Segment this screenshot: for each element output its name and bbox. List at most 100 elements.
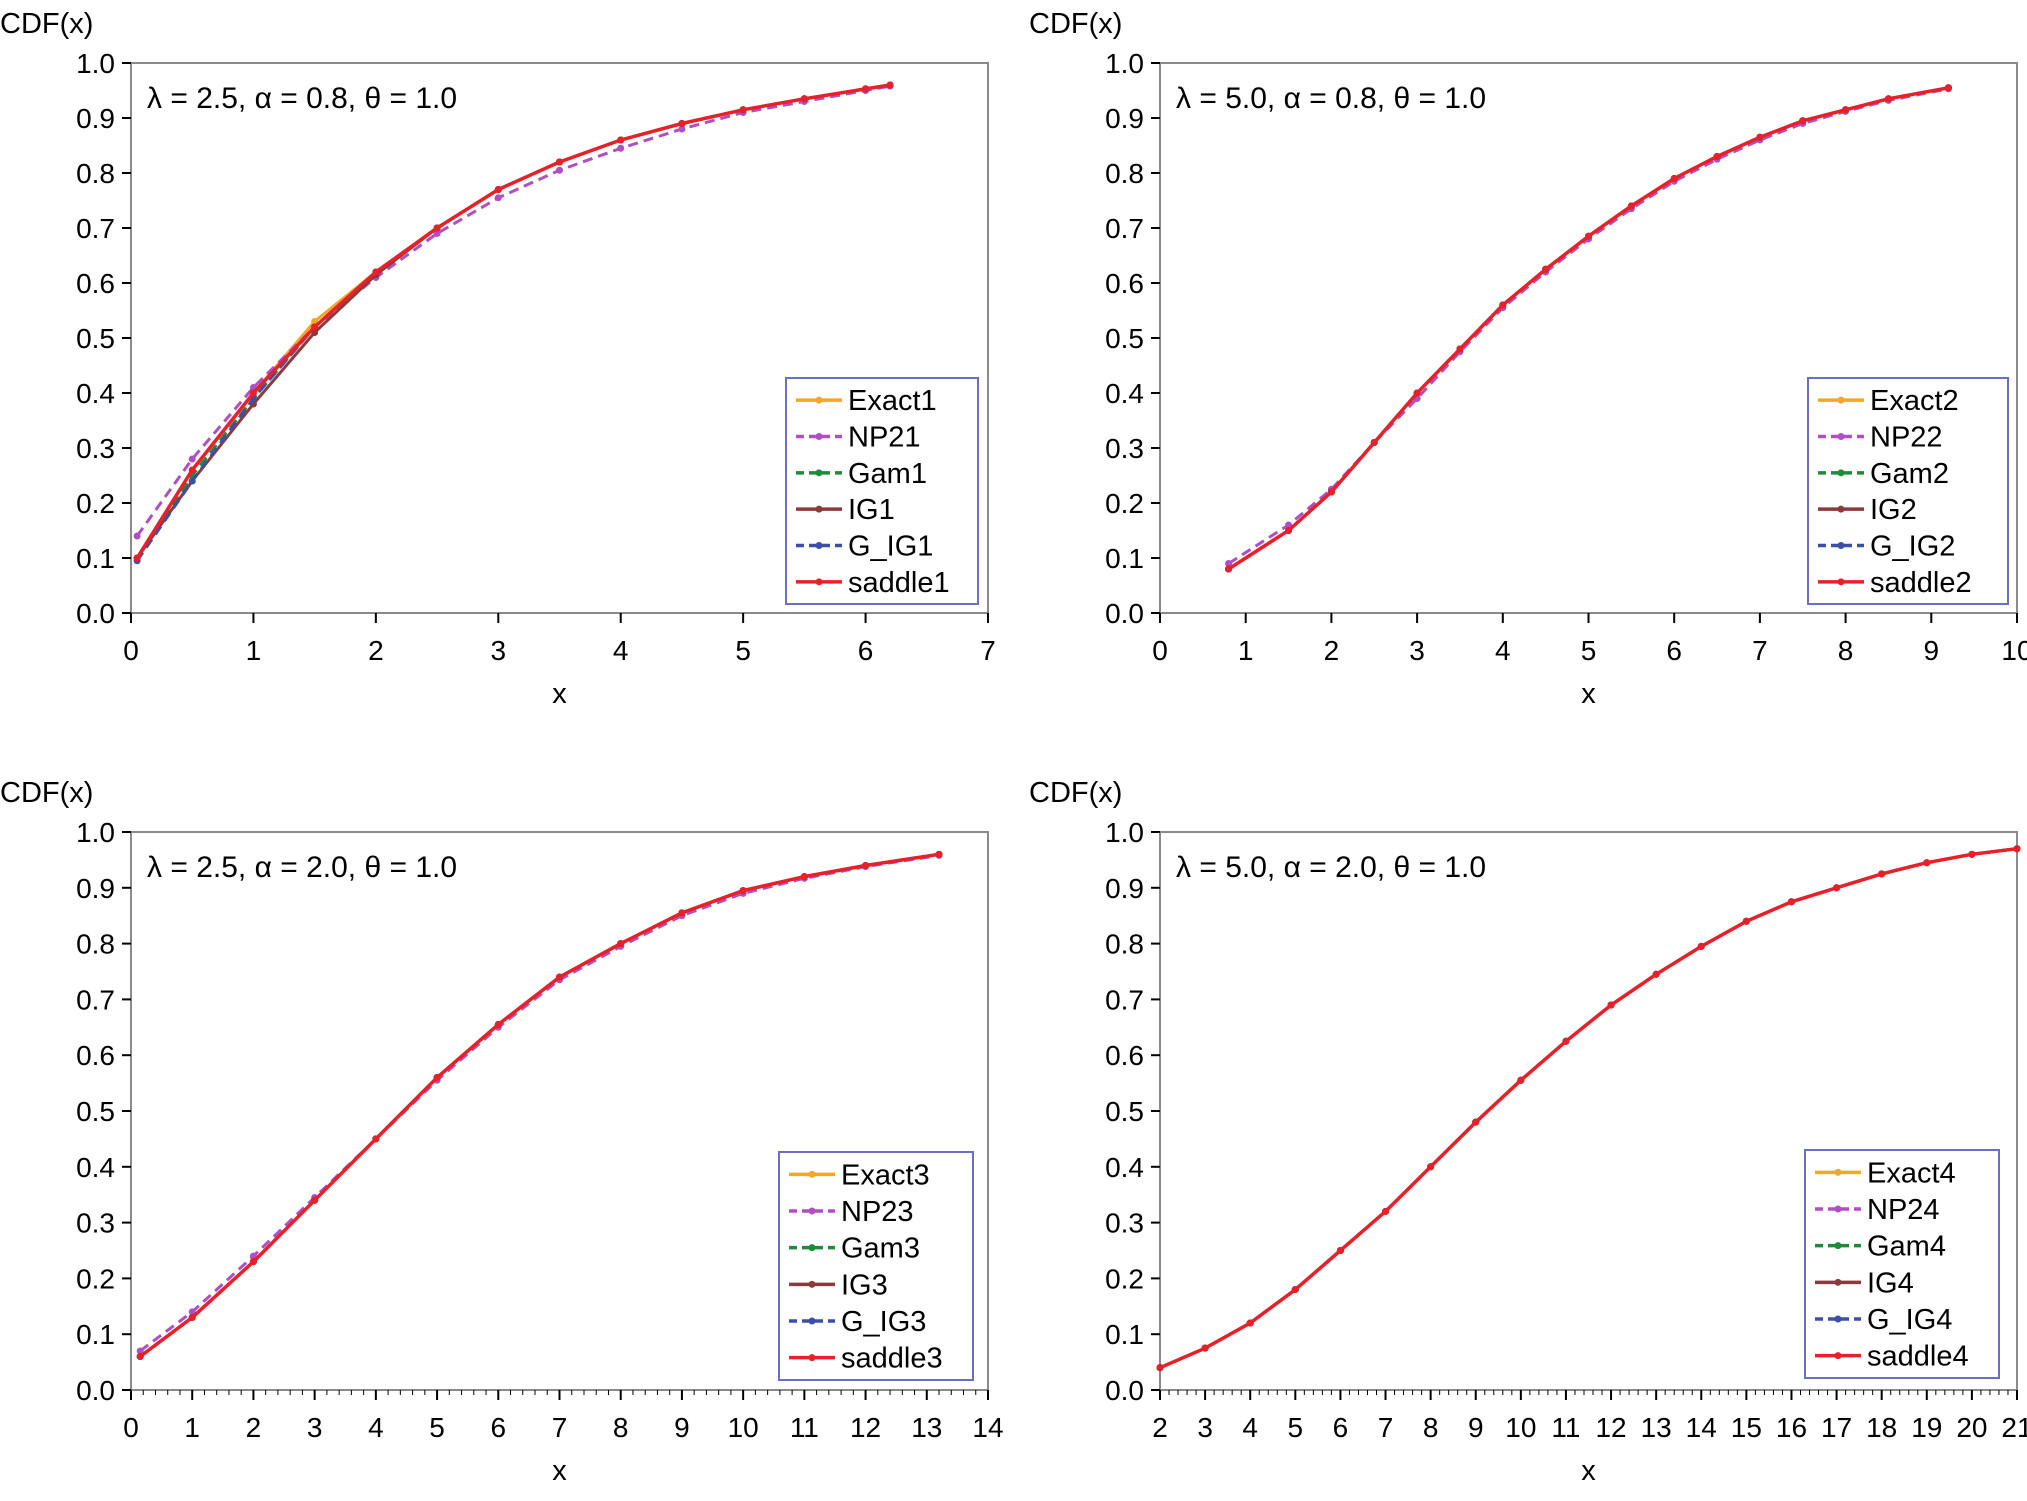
y-tick-label: 0.9 [1105, 103, 1144, 134]
legend-marker-NP22 [1837, 433, 1845, 440]
y-tick-label: 0.1 [1105, 543, 1144, 574]
data-point-saddle3 [136, 1353, 144, 1361]
x-tick-label: 4 [1495, 635, 1511, 666]
legend-marker-Exact2 [1837, 396, 1845, 404]
y-tick-label: 0.7 [76, 213, 115, 244]
data-point-saddle4 [1336, 1247, 1344, 1254]
data-point-saddle2 [1413, 389, 1421, 397]
data-point-saddle4 [1517, 1076, 1525, 1084]
legend-marker-G_IG2 [1837, 542, 1845, 549]
legend-label-IG1: IG1 [848, 494, 895, 526]
series-saddle3 [136, 850, 943, 1361]
legend-box [785, 377, 979, 605]
parameter-annotation: λ = 2.5, α = 2.0, θ = 1.0 [147, 851, 457, 884]
x-tick-label: 3 [1409, 635, 1425, 666]
x-tick-label: 0 [1152, 635, 1168, 666]
y-axis-title: CDF(x) [0, 8, 93, 40]
legend-marker-saddle4 [1834, 1352, 1842, 1360]
x-axis-title: x [1581, 1455, 1596, 1487]
data-point-saddle4 [1291, 1286, 1299, 1294]
legend-marker-saddle3 [808, 1354, 816, 1362]
y-tick-label: 0.5 [76, 323, 115, 354]
x-tick-label: 1 [1238, 635, 1254, 666]
data-point-saddle2 [1456, 345, 1464, 353]
x-tick-label: 1 [184, 1412, 200, 1443]
y-tick-label: 1.0 [1105, 817, 1144, 848]
y-tick-label: 0.0 [1105, 1375, 1144, 1406]
data-point-NP21 [433, 230, 441, 237]
legend-label-NP23: NP23 [841, 1196, 914, 1228]
x-tick-label: 12 [1595, 1412, 1626, 1443]
x-tick-label: 8 [1423, 1412, 1439, 1443]
data-point-saddle2 [1756, 133, 1764, 141]
chart-panel-2: 0.0 0.1 0.2 0.3 0.4 0.5 0.6 0.7 0.8 0.9 1.0 0 1 2 3 4 5 6… [1029, 8, 2027, 710]
y-tick-label: 0.5 [1105, 1096, 1144, 1127]
series-saddle1 [133, 81, 894, 562]
x-tick-label: 10 [728, 1412, 759, 1443]
x-tick-label: 6 [1333, 1412, 1349, 1443]
chart-panel-3: 0.00.10.20.30.40.50.60.70.80.91.00 1 2 3 4 5 6… [0, 777, 1004, 1487]
legend-label-Gam2: Gam2 [1870, 458, 1949, 490]
x-tick-label: 4 [368, 1412, 384, 1443]
legend-label-NP21: NP21 [848, 422, 921, 454]
x-tick-label: 0 [123, 635, 139, 666]
y-tick-label: 0.9 [1105, 873, 1144, 904]
data-point-saddle4 [1968, 850, 1976, 858]
data-point-saddle1 [617, 136, 625, 144]
legend: Exact1 NP21 Gam1 IG1 G_IG1 saddle1 [785, 377, 979, 605]
y-tick-label: 0.9 [76, 873, 115, 904]
x-tick-label: 6 [1666, 635, 1682, 666]
data-point-saddle1 [311, 323, 319, 331]
data-point-NP21 [556, 166, 563, 174]
data-point-saddle3 [800, 873, 808, 881]
data-point-saddle2 [1585, 232, 1592, 240]
y-tick-label: 1.0 [76, 817, 115, 848]
data-point-saddle3 [188, 1313, 196, 1321]
data-point-saddle4 [1742, 917, 1750, 925]
x-tick-label: 20 [1956, 1412, 1987, 1443]
legend-label-saddle3: saddle3 [841, 1343, 943, 1375]
legend-label-G_IG3: G_IG3 [841, 1306, 926, 1338]
legend-marker-Gam1 [815, 469, 823, 477]
legend-marker-G_IG3 [808, 1317, 816, 1325]
legend: Exact3 NP23 Gam3 IG3 G_IG3 saddle3 [778, 1151, 974, 1381]
x-tick-label: 13 [911, 1412, 942, 1443]
x-tick-label: 2 [246, 1412, 262, 1443]
legend-marker-Exact3 [808, 1170, 816, 1178]
data-point-saddle1 [886, 81, 894, 89]
legend-label-saddle2: saddle2 [1870, 567, 1972, 599]
data-point-saddle3 [311, 1196, 319, 1204]
x-tick-label: 5 [735, 635, 751, 666]
legend-marker-saddle2 [1837, 578, 1845, 586]
y-tick-label: 0.2 [76, 1263, 115, 1294]
data-point-saddle2 [1499, 301, 1507, 309]
x-tick-label: 1 [246, 635, 262, 666]
legend-marker-saddle1 [815, 578, 823, 586]
x-tick-label: 3 [1197, 1412, 1213, 1443]
data-point-saddle4 [1427, 1163, 1435, 1171]
legend-marker-Gam4 [1834, 1242, 1842, 1250]
y-tick-label: 0.1 [76, 1319, 115, 1350]
x-tick-label: 2 [1152, 1412, 1168, 1443]
data-point-saddle3 [556, 973, 563, 981]
x-axis-title: x [552, 1455, 567, 1487]
data-point-saddle2 [1799, 117, 1807, 125]
x-tick-label: 8 [1838, 635, 1854, 666]
y-tick-label: 0.7 [1105, 984, 1144, 1015]
data-point-saddle4 [1472, 1118, 1480, 1126]
x-axis-title: x [552, 678, 567, 710]
y-tick-label: 0.6 [1105, 1040, 1144, 1071]
legend-label-Exact3: Exact3 [841, 1159, 930, 1191]
y-tick-label: 0.8 [76, 158, 115, 189]
data-point-saddle4 [1652, 970, 1660, 978]
x-tick-label: 0 [123, 1412, 139, 1443]
parameter-annotation: λ = 5.0, α = 2.0, θ = 1.0 [1176, 851, 1486, 884]
legend-label-IG2: IG2 [1870, 494, 1917, 526]
data-point-saddle3 [617, 940, 625, 948]
data-point-saddle1 [494, 186, 502, 193]
y-tick-label: 1.0 [1105, 48, 1144, 79]
y-tick-label: 0.3 [1105, 1208, 1144, 1239]
x-tick-label: 2 [1324, 635, 1340, 666]
x-tick-label: 8 [613, 1412, 629, 1443]
data-point-saddle4 [1787, 898, 1795, 906]
